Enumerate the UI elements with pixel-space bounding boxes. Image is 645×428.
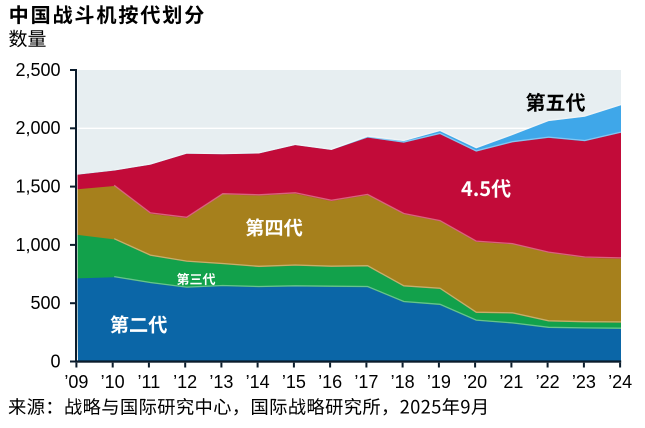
svg-text:’09: ’09 <box>64 372 88 392</box>
svg-text:1,500: 1,500 <box>15 177 60 197</box>
svg-text:’15: ’15 <box>282 372 306 392</box>
svg-text:2,000: 2,000 <box>15 118 60 138</box>
svg-text:’20: ’20 <box>463 372 487 392</box>
svg-text:500: 500 <box>30 293 60 313</box>
svg-text:’21: ’21 <box>499 372 523 392</box>
svg-text:1,000: 1,000 <box>15 235 60 255</box>
svg-text:0: 0 <box>50 351 60 371</box>
svg-text:’22: ’22 <box>536 372 560 392</box>
svg-text:’14: ’14 <box>246 372 270 392</box>
svg-text:’24: ’24 <box>608 372 632 392</box>
svg-text:’17: ’17 <box>354 372 378 392</box>
svg-text:’18: ’18 <box>391 372 415 392</box>
svg-text:’11: ’11 <box>138 372 161 392</box>
svg-text:2,500: 2,500 <box>15 60 60 80</box>
svg-text:’16: ’16 <box>318 372 342 392</box>
svg-text:’10: ’10 <box>101 372 125 392</box>
svg-text:’13: ’13 <box>209 372 233 392</box>
svg-text:’12: ’12 <box>173 372 197 392</box>
svg-text:’19: ’19 <box>427 372 451 392</box>
svg-text:’23: ’23 <box>572 372 596 392</box>
